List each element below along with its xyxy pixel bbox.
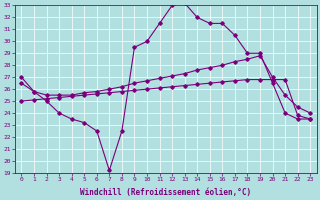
X-axis label: Windchill (Refroidissement éolien,°C): Windchill (Refroidissement éolien,°C): [80, 188, 252, 197]
